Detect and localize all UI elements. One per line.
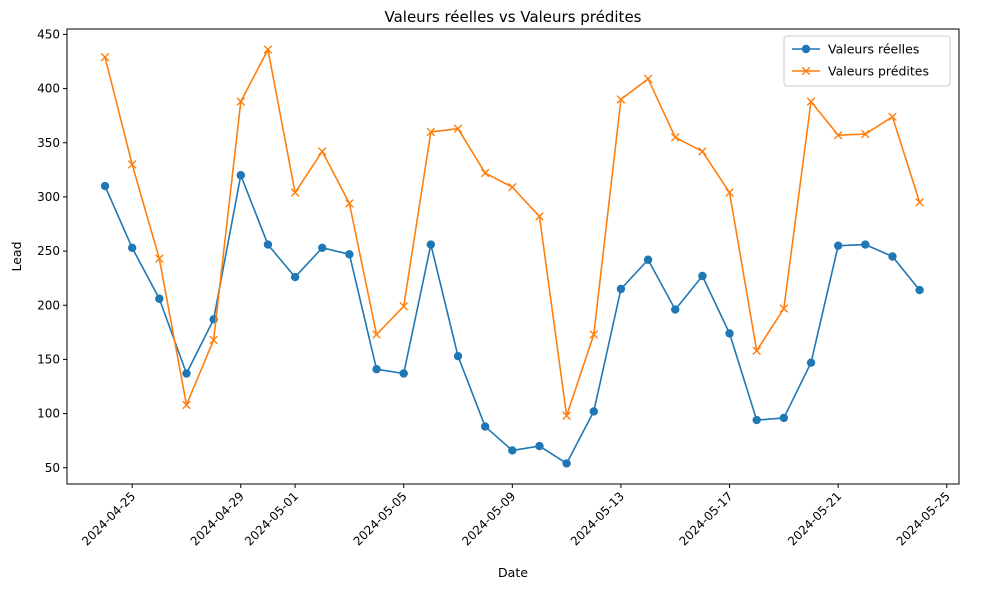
data-point [589,407,598,416]
data-point [535,212,544,221]
y-tick-label: 450 [37,27,60,41]
data-point [698,271,707,281]
x-tick-label: 2024-05-25 [894,489,953,548]
x-axis-label: Date [498,565,528,580]
data-point [263,240,273,249]
data-point [752,346,761,356]
x-tick-label: 2024-05-01 [242,489,301,548]
legend-label: Valeurs prédites [828,64,929,79]
data-point [535,441,544,451]
data-point [779,304,789,313]
data-point [290,272,300,282]
data-point [182,369,191,378]
y-tick-label: 400 [37,82,60,96]
series-line-2 [104,48,921,417]
x-tick-label: 2024-05-21 [785,489,844,548]
data-point [888,112,897,122]
data-point [100,181,110,191]
data-point [209,335,218,345]
data-point [833,241,843,250]
data-point [915,198,924,207]
data-point [562,459,571,468]
x-tick-label: 2024-05-09 [459,489,518,548]
legend-box [783,35,951,87]
x-tick-label: 2024-04-25 [79,489,138,548]
data-point [318,243,327,253]
data-point [345,199,354,208]
data-point [127,160,137,169]
data-point [698,147,707,156]
data-point [480,422,490,431]
data-point [236,171,245,180]
data-point [508,182,517,192]
data-point [616,284,626,294]
y-tick-label: 50 [45,461,60,475]
data-point [779,413,789,423]
data-point [155,294,164,303]
data-point [290,188,300,197]
y-tick-label: 100 [37,407,60,421]
data-point [671,305,680,314]
data-point [372,364,381,374]
data-point [806,358,816,367]
y-tick-label: 200 [37,298,60,312]
y-axis-label: Lead [9,241,24,271]
data-point [806,97,816,106]
data-point [155,254,164,263]
legend-marker [801,66,811,76]
data-point [127,243,137,253]
legend-label: Valeurs réelles [828,42,919,57]
data-point [399,369,408,378]
data-point [643,74,653,84]
data-point [725,329,734,338]
y-tick-label: 150 [37,352,60,366]
chart-title: Valeurs réelles vs Valeurs prédites [385,8,642,26]
data-point [372,330,381,339]
x-tick-label: 2024-05-05 [351,489,410,548]
data-point [725,188,734,197]
data-point [752,415,761,425]
data-point [562,411,571,421]
data-point [236,97,246,106]
x-tick-label: 2024-05-13 [568,489,627,548]
data-point [426,240,436,249]
y-tick-label: 350 [37,136,60,150]
data-point [182,400,191,410]
data-point [616,95,626,104]
plot-area [100,45,924,468]
x-tick-label: 2024-04-29 [188,489,247,548]
data-point [915,285,924,295]
data-point [861,129,870,139]
data-point [508,446,517,455]
data-point [453,124,463,133]
data-point [670,133,680,142]
data-point [888,252,897,261]
y-tick-label: 300 [37,190,60,204]
data-point [317,147,327,156]
data-point [100,52,110,62]
legend-marker [801,44,811,54]
data-point [399,302,409,311]
data-point [589,330,599,339]
data-point [453,351,463,361]
data-point [345,250,354,259]
x-tick-label: 2024-05-17 [676,489,735,548]
data-point [426,127,436,137]
data-point [643,255,653,264]
legend: Valeurs réelles Valeurs prédites [783,35,951,87]
data-point [263,45,273,54]
y-tick-label: 250 [37,244,60,258]
axes-frame [66,28,960,485]
data-point [833,130,843,140]
data-point [861,240,870,249]
data-point [480,168,490,178]
